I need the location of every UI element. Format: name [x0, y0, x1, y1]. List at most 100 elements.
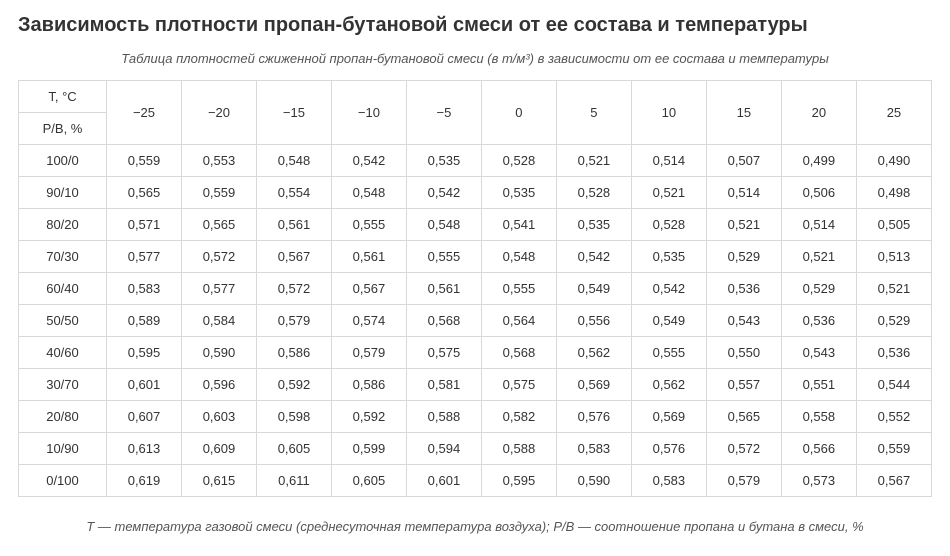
density-cell: 0,595: [107, 337, 182, 369]
table-row: 10/900,6130,6090,6050,5990,5940,5880,583…: [19, 433, 932, 465]
density-cell: 0,579: [331, 337, 406, 369]
density-cell: 0,594: [406, 433, 481, 465]
density-cell: 0,596: [181, 369, 256, 401]
density-cell: 0,514: [706, 177, 781, 209]
col-header: −25: [107, 81, 182, 145]
density-cell: 0,514: [631, 145, 706, 177]
density-cell: 0,529: [781, 273, 856, 305]
density-cell: 0,586: [256, 337, 331, 369]
row-header-ratio: 30/70: [19, 369, 107, 401]
density-cell: 0,586: [331, 369, 406, 401]
density-cell: 0,592: [331, 401, 406, 433]
table-row: 60/400,5830,5770,5720,5670,5610,5550,549…: [19, 273, 932, 305]
density-cell: 0,505: [856, 209, 931, 241]
density-cell: 0,576: [631, 433, 706, 465]
row-header-ratio: 50/50: [19, 305, 107, 337]
density-cell: 0,556: [556, 305, 631, 337]
density-cell: 0,555: [406, 241, 481, 273]
density-cell: 0,548: [481, 241, 556, 273]
density-cell: 0,561: [406, 273, 481, 305]
col-header: 10: [631, 81, 706, 145]
density-cell: 0,582: [481, 401, 556, 433]
density-cell: 0,542: [331, 145, 406, 177]
density-cell: 0,573: [781, 465, 856, 497]
density-cell: 0,598: [256, 401, 331, 433]
density-cell: 0,536: [781, 305, 856, 337]
density-cell: 0,558: [781, 401, 856, 433]
density-cell: 0,559: [856, 433, 931, 465]
density-cell: 0,490: [856, 145, 931, 177]
row-header-ratio: 60/40: [19, 273, 107, 305]
row-header-ratio: 90/10: [19, 177, 107, 209]
density-cell: 0,601: [107, 369, 182, 401]
density-cell: 0,549: [556, 273, 631, 305]
row-header-ratio: 10/90: [19, 433, 107, 465]
density-cell: 0,521: [631, 177, 706, 209]
density-cell: 0,588: [406, 401, 481, 433]
density-cell: 0,595: [481, 465, 556, 497]
corner-label-temperature: T, °C: [19, 81, 107, 113]
density-cell: 0,521: [706, 209, 781, 241]
density-cell: 0,521: [856, 273, 931, 305]
density-cell: 0,552: [856, 401, 931, 433]
density-cell: 0,561: [256, 209, 331, 241]
density-cell: 0,615: [181, 465, 256, 497]
density-cell: 0,607: [107, 401, 182, 433]
density-cell: 0,590: [181, 337, 256, 369]
density-cell: 0,611: [256, 465, 331, 497]
density-cell: 0,548: [331, 177, 406, 209]
density-cell: 0,579: [256, 305, 331, 337]
density-cell: 0,521: [781, 241, 856, 273]
col-header: 15: [706, 81, 781, 145]
density-cell: 0,603: [181, 401, 256, 433]
footer-legend: T — температура газовой смеси (среднесут…: [18, 519, 932, 534]
density-cell: 0,549: [631, 305, 706, 337]
density-cell: 0,541: [481, 209, 556, 241]
density-cell: 0,566: [781, 433, 856, 465]
density-cell: 0,565: [181, 209, 256, 241]
col-header: 25: [856, 81, 931, 145]
density-cell: 0,577: [181, 273, 256, 305]
density-cell: 0,562: [556, 337, 631, 369]
density-cell: 0,567: [856, 465, 931, 497]
density-cell: 0,521: [556, 145, 631, 177]
col-header: −10: [331, 81, 406, 145]
density-cell: 0,535: [406, 145, 481, 177]
density-cell: 0,568: [481, 337, 556, 369]
density-cell: 0,572: [181, 241, 256, 273]
table-row: 20/800,6070,6030,5980,5920,5880,5820,576…: [19, 401, 932, 433]
density-cell: 0,567: [256, 241, 331, 273]
col-header: 0: [481, 81, 556, 145]
density-table: T, °C −25 −20 −15 −10 −5 0 5 10 15 20 25…: [18, 80, 932, 497]
col-header: 5: [556, 81, 631, 145]
density-cell: 0,561: [331, 241, 406, 273]
density-cell: 0,548: [256, 145, 331, 177]
density-cell: 0,605: [331, 465, 406, 497]
table-row: 100/00,5590,5530,5480,5420,5350,5280,521…: [19, 145, 932, 177]
density-cell: 0,536: [856, 337, 931, 369]
density-cell: 0,513: [856, 241, 931, 273]
table-row: 90/100,5650,5590,5540,5480,5420,5350,528…: [19, 177, 932, 209]
density-cell: 0,583: [107, 273, 182, 305]
density-cell: 0,498: [856, 177, 931, 209]
density-cell: 0,564: [481, 305, 556, 337]
density-cell: 0,576: [556, 401, 631, 433]
density-cell: 0,555: [331, 209, 406, 241]
density-cell: 0,619: [107, 465, 182, 497]
density-cell: 0,543: [706, 305, 781, 337]
col-header: −20: [181, 81, 256, 145]
density-cell: 0,581: [406, 369, 481, 401]
density-cell: 0,574: [331, 305, 406, 337]
col-header: −15: [256, 81, 331, 145]
density-cell: 0,592: [256, 369, 331, 401]
page-title: Зависимость плотности пропан-бутановой с…: [18, 14, 932, 37]
row-header-ratio: 70/30: [19, 241, 107, 273]
density-cell: 0,575: [481, 369, 556, 401]
density-cell: 0,571: [107, 209, 182, 241]
density-cell: 0,555: [481, 273, 556, 305]
density-cell: 0,535: [631, 241, 706, 273]
density-cell: 0,551: [781, 369, 856, 401]
density-cell: 0,542: [556, 241, 631, 273]
density-cell: 0,536: [706, 273, 781, 305]
table-subtitle: Таблица плотностей сжиженной пропан-бута…: [18, 51, 932, 66]
